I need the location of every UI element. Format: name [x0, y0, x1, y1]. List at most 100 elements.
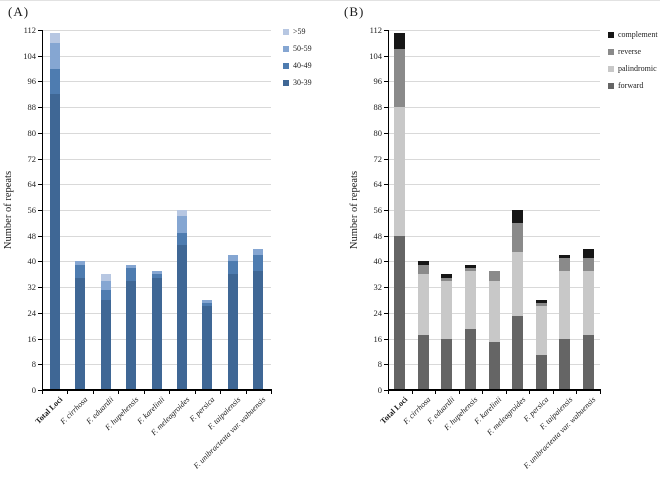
- y-tick-label: 72: [373, 154, 383, 164]
- y-axis-tick: [38, 287, 42, 288]
- x-axis-tick: [529, 391, 530, 394]
- x-axis-tick: [412, 391, 413, 394]
- y-tick-label: 72: [27, 154, 37, 164]
- legend-swatch-icon: [283, 46, 289, 52]
- y-tick-label: 112: [23, 25, 36, 35]
- y-axis-tick: [384, 339, 388, 340]
- bar-segment-50-59: [50, 43, 60, 69]
- bar-segment-palindromic: [559, 271, 570, 339]
- bar-segment-forward: [418, 335, 429, 390]
- y-tick-label: 0: [377, 385, 382, 395]
- legend-label: 40-49: [293, 61, 312, 70]
- y-axis-tick: [38, 56, 42, 57]
- bar-segment-30-39: [75, 278, 85, 390]
- bar-segment-30-39: [152, 278, 162, 390]
- bar-segment-reverse: [489, 271, 500, 281]
- bar-segment-forward: [465, 329, 476, 390]
- legend-swatch-icon: [608, 32, 614, 38]
- bar-segment-50-59: [101, 281, 111, 290]
- bar-segment-40-49: [202, 303, 212, 306]
- x-axis-tick: [576, 391, 577, 394]
- bar-segment-palindromic: [536, 306, 547, 355]
- gridline: [389, 81, 600, 82]
- y-tick-label: 80: [373, 128, 383, 138]
- x-axis-tick: [220, 391, 221, 394]
- bar-segment-30-39: [101, 300, 111, 390]
- x-axis-tick: [459, 391, 460, 394]
- bar-segment-40-49: [152, 274, 162, 278]
- y-axis-line: [42, 30, 43, 391]
- bar-segment-reverse: [441, 278, 452, 281]
- y-tick-label: 32: [27, 282, 37, 292]
- y-tick-label: 48: [373, 231, 383, 241]
- bar-segment-complement: [583, 249, 594, 258]
- y-tick-label: 8: [31, 359, 36, 369]
- legend-item: 40-49: [283, 62, 312, 70]
- legend-label: forward: [618, 81, 644, 90]
- y-axis-tick: [384, 210, 388, 211]
- y-tick-label: 24: [373, 308, 383, 318]
- y-axis-tick: [38, 107, 42, 108]
- legend-item: 30-39: [283, 79, 312, 87]
- y-tick-label: 0: [31, 385, 36, 395]
- bar-segment-50-59: [152, 271, 162, 274]
- y-tick-label: 112: [369, 25, 382, 35]
- bar-segment--59: [50, 33, 60, 43]
- legend-item: >59: [283, 28, 312, 36]
- x-axis-line: [388, 389, 601, 391]
- gridline: [389, 159, 600, 160]
- y-axis-tick: [38, 364, 42, 365]
- y-axis-tick: [384, 313, 388, 314]
- y-tick-label: 80: [27, 128, 37, 138]
- gridline: [389, 210, 600, 211]
- legend-swatch-icon: [608, 83, 614, 89]
- x-axis-tick: [435, 391, 436, 394]
- y-tick-label: 8: [377, 359, 382, 369]
- x-axis-tick: [553, 391, 554, 394]
- bar-segment-forward: [559, 339, 570, 390]
- y-axis-tick: [38, 81, 42, 82]
- bar-segment-forward: [512, 316, 523, 390]
- bar-segment-50-59: [202, 300, 212, 303]
- legend-label: 50-59: [293, 44, 312, 53]
- y-tick-label: 88: [27, 102, 37, 112]
- bar-segment-palindromic: [465, 271, 476, 329]
- bar-segment-complement: [441, 274, 452, 278]
- y-tick-label: 40: [373, 256, 383, 266]
- bar-segment-40-49: [228, 261, 238, 274]
- y-axis-tick: [38, 133, 42, 134]
- legend-label: >59: [293, 27, 306, 36]
- y-axis-tick: [38, 339, 42, 340]
- y-tick-label: 88: [373, 102, 383, 112]
- legend-swatch-icon: [283, 63, 289, 69]
- bar-segment-reverse: [394, 49, 405, 107]
- bar-segment-50-59: [228, 255, 238, 261]
- y-tick-label: 64: [27, 179, 37, 189]
- bar-segment-reverse: [418, 265, 429, 274]
- x-axis-tick: [271, 391, 272, 394]
- x-axis-tick: [506, 391, 507, 394]
- gridline: [43, 133, 271, 134]
- gridline: [43, 210, 271, 211]
- bar-segment--59: [177, 210, 187, 216]
- y-tick-label: 40: [27, 256, 37, 266]
- bar-segment-30-39: [228, 274, 238, 390]
- x-axis-line: [42, 389, 272, 391]
- y-axis-tick: [384, 390, 388, 391]
- x-axis-tick: [42, 391, 43, 394]
- gridline: [389, 236, 600, 237]
- legend-swatch-icon: [283, 80, 289, 86]
- y-axis-tick: [384, 364, 388, 365]
- bar-segment-40-49: [177, 233, 187, 245]
- legend-swatch-icon: [283, 29, 289, 35]
- bar-segment-complement: [465, 265, 476, 268]
- y-axis-tick: [38, 159, 42, 160]
- bar-segment-reverse: [583, 258, 594, 271]
- bar-segment-palindromic: [418, 274, 429, 335]
- legend-item: reverse: [608, 48, 658, 56]
- gridline: [43, 261, 271, 262]
- bar-segment-30-39: [177, 245, 187, 390]
- bar-segment-30-39: [50, 94, 60, 390]
- y-tick-label: 48: [27, 231, 37, 241]
